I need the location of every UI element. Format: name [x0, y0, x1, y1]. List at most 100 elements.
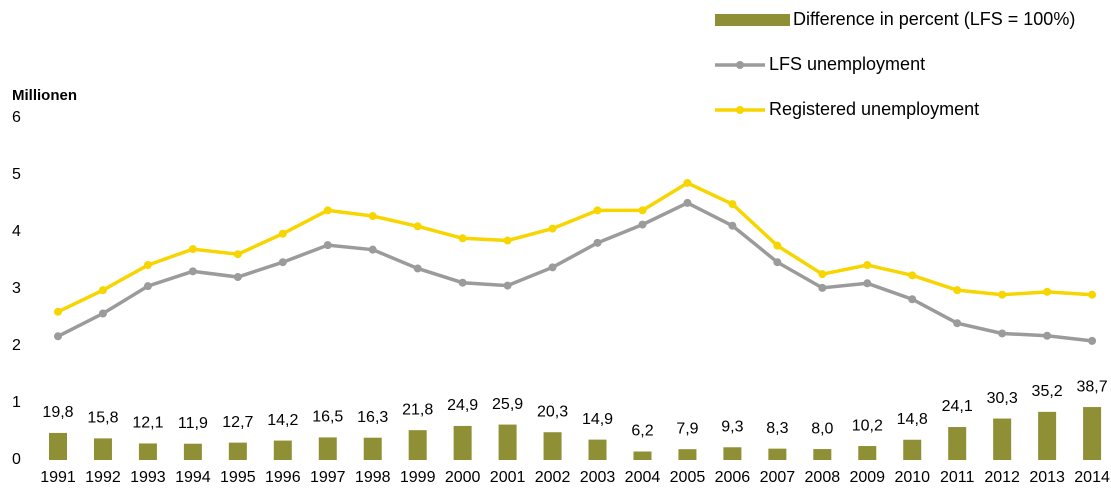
- y-tick-label: 4: [12, 223, 21, 240]
- bar: [318, 437, 337, 460]
- legend-swatch: [715, 14, 790, 26]
- value-label: 7,9: [676, 420, 698, 437]
- value-label: 12,7: [222, 414, 253, 431]
- point: [908, 295, 917, 304]
- x-tick-label: 2006: [715, 469, 751, 486]
- bar: [498, 424, 517, 460]
- point: [1088, 290, 1097, 299]
- value-label: 19,8: [42, 404, 73, 421]
- point: [278, 258, 287, 267]
- bar: [453, 425, 472, 460]
- y-tick-label: 2: [12, 337, 21, 354]
- value-label: 6,2: [631, 423, 653, 440]
- point: [54, 332, 62, 341]
- point: [818, 270, 827, 279]
- value-label: 24,1: [942, 398, 973, 415]
- point: [188, 245, 197, 254]
- x-tick-label: 1995: [220, 469, 256, 486]
- y-tick-label: 6: [12, 109, 21, 126]
- point: [1088, 336, 1097, 345]
- x-tick-label: 1993: [130, 469, 166, 486]
- bar: [588, 439, 607, 460]
- point: [1043, 287, 1052, 296]
- y-tick-label: 1: [12, 394, 21, 411]
- value-label: 35,2: [1032, 383, 1063, 400]
- point: [98, 309, 107, 318]
- point: [413, 222, 422, 231]
- value-label: 25,9: [492, 396, 523, 413]
- bar: [49, 432, 67, 460]
- x-tick-label: 1992: [85, 469, 121, 486]
- point: [863, 261, 872, 270]
- bar: [1083, 407, 1102, 460]
- x-tick-label: 1998: [355, 469, 391, 486]
- x-tick-label: 1991: [40, 469, 76, 486]
- point: [413, 264, 422, 273]
- value-label: 14,2: [267, 412, 298, 429]
- x-tick-label: 2001: [490, 469, 526, 486]
- bar: [993, 418, 1012, 460]
- value-label: 14,9: [582, 411, 613, 428]
- value-label: 16,3: [357, 409, 388, 426]
- point: [98, 286, 107, 295]
- legend-label: Registered unemployment: [769, 99, 979, 119]
- point: [548, 263, 557, 272]
- x-tick-label: 2011: [940, 469, 975, 486]
- value-label: 38,7: [1077, 378, 1108, 395]
- bar: [1038, 411, 1057, 460]
- bar: [678, 449, 697, 460]
- point: [683, 178, 692, 187]
- x-tick-label: 2014: [1074, 469, 1110, 486]
- bar: [228, 442, 247, 460]
- bar: [903, 439, 922, 460]
- value-label: 24,9: [447, 397, 478, 414]
- point: [953, 286, 962, 295]
- bar: [858, 446, 877, 460]
- point: [683, 198, 692, 207]
- value-label: 8,0: [811, 420, 833, 437]
- point: [323, 206, 332, 215]
- x-tick-label: 2005: [670, 469, 706, 486]
- bar: [273, 440, 292, 460]
- point: [143, 282, 152, 291]
- bar: [93, 438, 112, 460]
- x-tick-label: 2000: [445, 469, 481, 486]
- legend-swatch: [736, 106, 744, 114]
- bar: [363, 437, 382, 460]
- x-tick-label: 2003: [580, 469, 616, 486]
- x-tick-label: 2013: [1029, 469, 1065, 486]
- x-tick-label: 2007: [760, 469, 796, 486]
- point: [908, 271, 917, 280]
- bar: [408, 430, 427, 460]
- line: [57, 200, 1093, 343]
- point: [548, 224, 557, 233]
- x-tick-label: 2010: [894, 469, 930, 486]
- point: [998, 329, 1007, 338]
- point: [998, 290, 1007, 299]
- point: [728, 200, 737, 209]
- bar: [138, 443, 157, 460]
- point: [953, 319, 962, 328]
- y-tick-label: 3: [12, 280, 21, 297]
- x-tick-label: 2002: [535, 469, 571, 486]
- point: [233, 250, 242, 259]
- bar: [183, 443, 202, 460]
- point: [773, 258, 782, 267]
- point: [1043, 331, 1052, 340]
- value-label: 30,3: [987, 390, 1018, 407]
- x-tick-label: 1997: [310, 469, 346, 486]
- point: [593, 206, 602, 215]
- value-label: 12,1: [132, 415, 163, 432]
- y-tick-label: 5: [12, 166, 21, 183]
- x-tick-label: 2012: [984, 469, 1020, 486]
- point: [818, 283, 827, 292]
- value-label: 8,3: [766, 420, 788, 437]
- x-tick-label: 2004: [625, 469, 661, 486]
- point: [503, 236, 512, 245]
- point: [773, 241, 782, 250]
- value-label: 21,8: [402, 401, 433, 418]
- point: [458, 234, 467, 243]
- legend-swatch: [736, 61, 744, 69]
- point: [638, 206, 647, 215]
